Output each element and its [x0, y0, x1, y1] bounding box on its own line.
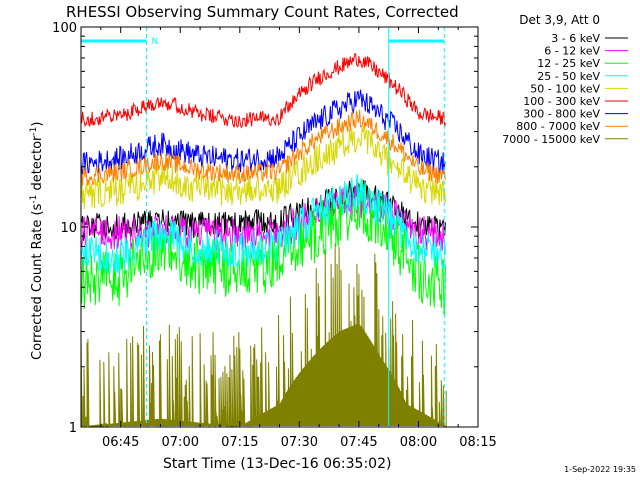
axis-layer: 06:45 07:00 07:15 07:30 07:45 08:00 08:15 1 10 10…	[52, 21, 497, 450]
y-tick-label: 10	[60, 221, 77, 236]
legend-label: 50 - 100 keV	[530, 82, 600, 95]
series-50-100-kev	[80, 126, 446, 210]
legend-label: 3 - 6 keV	[551, 32, 600, 45]
chart-title: RHESSI Observing Summary Count Rates, Co…	[66, 3, 459, 21]
legend-label: 6 - 12 keV	[544, 45, 600, 58]
x-tick-label: 07:15	[221, 435, 258, 450]
legend-label: 800 - 7000 keV	[516, 120, 600, 133]
x-tick-label: 07:45	[340, 435, 377, 450]
series-7000-15000-kev	[80, 243, 447, 428]
legend-header: Det 3,9, Att 0	[519, 13, 600, 27]
series-300-800-kev	[80, 89, 446, 175]
x-axis-label: Start Time (13-Dec-16 06:35:02)	[163, 456, 391, 472]
legend-label: 7000 - 15000 keV	[502, 133, 600, 146]
series-800-7000-kev	[80, 109, 446, 187]
legend-label: 100 - 300 keV	[523, 95, 600, 108]
legend-label: 25 - 50 keV	[537, 70, 600, 83]
x-tick-label: 08:15	[459, 435, 496, 450]
x-tick-label: 08:00	[400, 435, 437, 450]
night-marker-label: N	[152, 37, 159, 47]
footer-timestamp: 1-Sep-2022 19:35	[564, 465, 636, 474]
y-tick-label: 1	[69, 421, 77, 436]
y-axis-label-main: Corrected Count Rate (s	[30, 203, 45, 360]
y-axis-label-middle: detector	[30, 135, 45, 195]
y-axis-label-superscript-1: -1	[29, 195, 39, 204]
series-25-50-kev	[80, 174, 446, 275]
marker-layer: N	[81, 27, 445, 427]
legend-label: 300 - 800 keV	[523, 108, 600, 121]
x-tick-label: 07:30	[281, 435, 318, 450]
series-100-300-kev	[80, 53, 446, 129]
x-tick-label: 06:45	[102, 435, 139, 450]
y-axis-label-end: )	[30, 122, 45, 127]
series-layer	[80, 53, 447, 428]
x-tick-label: 07:00	[162, 435, 199, 450]
y-axis-label-superscript-2: -1	[29, 127, 39, 136]
legend-label: 12 - 25 keV	[537, 57, 600, 70]
y-axis-label: Corrected Count Rate (s-1 detector-1)	[29, 122, 45, 360]
y-tick-label: 100	[52, 21, 77, 36]
